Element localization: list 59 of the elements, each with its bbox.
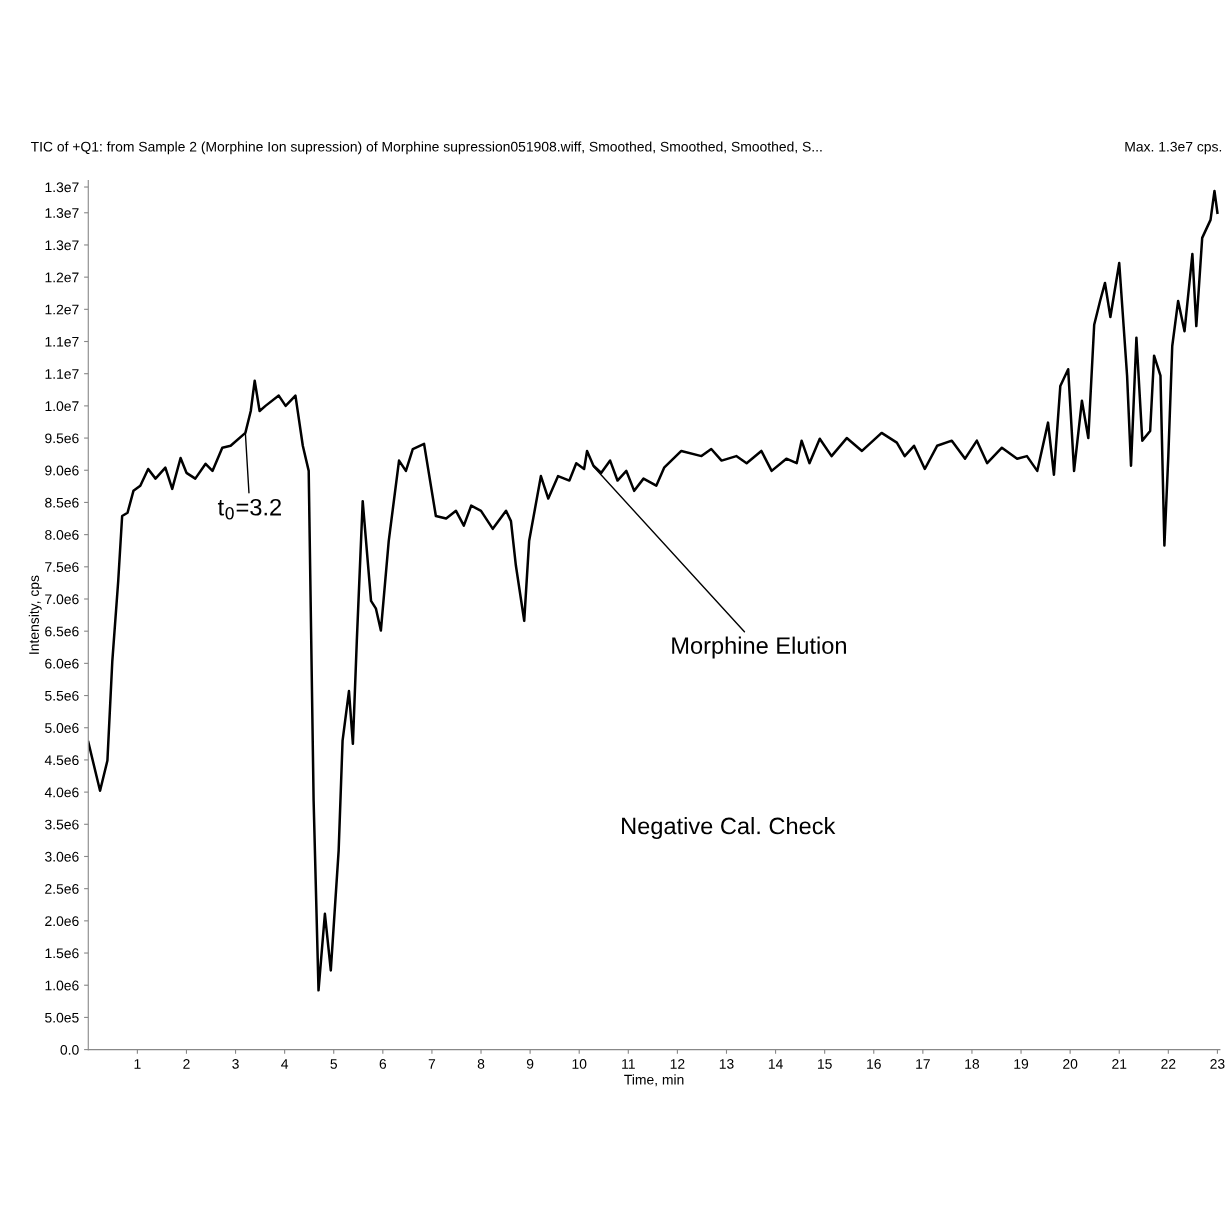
y-tick-label: 5.0e6 [45,723,79,733]
y-tick-label: 1.2e7 [45,304,79,315]
y-tick-label: 5.0e5 [45,1012,79,1023]
x-tick-label: 4 [281,1059,289,1069]
x-tick-label: 13 [719,1058,734,1069]
y-tick-label: 0.0 [60,1044,79,1055]
x-tick-label: 5 [330,1059,338,1069]
line-series [88,189,1219,992]
y-tick-label: 5.5e6 [45,690,79,701]
x-tick-label: 23 [1210,1058,1225,1069]
chart-title: TIC of +Q1: from Sample 2 (Morphine Ion supression) of Morphine supression051908.wiff, Smoothed, Smoothed, Smoothed, S... [30,141,822,155]
y-tick-label: 6.5e6 [45,626,79,637]
x-tick-label: 2 [183,1058,190,1069]
y-tick-label: 8.0e6 [45,529,79,540]
x-tick-label: 14 [768,1059,783,1069]
x-tick-label: 1 [134,1059,141,1069]
annotation: Negative Cal. Check [622,816,836,839]
annotation: t$_{0}$=3.2 [217,498,281,520]
y-tick-label: 9.5e6 [45,433,79,444]
x-tick-label: 9 [526,1058,534,1069]
x-tick-label: 20 [1063,1058,1078,1069]
y-tick-label: 9.0e6 [45,465,79,476]
y-tick-label: 3.0e6 [45,851,79,862]
x-tick-label: 18 [965,1058,980,1069]
y-tick-label: 1.3e7 [45,182,79,193]
x-tick-label: 17 [916,1059,930,1069]
x-tick-label: 12 [670,1058,685,1069]
x-tick-label: 6 [379,1058,387,1069]
y-tick-label: 4.0e6 [44,787,79,798]
x-tick-label: 7 [428,1059,436,1069]
y-tick-label: 1.1e7 [45,369,79,379]
y-tick-label: 2.0e6 [45,916,79,927]
x-tick-label: 10 [572,1058,587,1069]
x-tick-label: 22 [1161,1058,1176,1069]
y-tick-label: 1.5e6 [45,948,79,959]
y-tick-label: 4.5e6 [44,755,79,766]
y-tick-label: 1.0e7 [45,401,79,412]
x-tick-label: 19 [1014,1058,1029,1069]
annotation: Morphine Elution [672,636,846,659]
y-tick-label: 1.0e6 [45,980,79,991]
y-tick-label: 8.5e6 [45,497,79,508]
chart-subtitle: Max. 1.3e7 cps. [1125,141,1222,155]
x-tick-label: 16 [867,1058,881,1069]
y-tick-label: 2.5e6 [45,884,79,894]
x-tick-label: 15 [818,1059,832,1069]
x-tick-label: 11 [622,1059,635,1069]
y-tick-label: 1.3e7 [45,240,79,251]
y-tick-label: 7.0e6 [45,594,79,605]
y-tick-label: 1.1e7 [45,336,79,347]
y-tick-label: 1.2e7 [45,272,79,283]
y-axis-title: Intensity, cps [28,575,42,654]
y-tick-label: 3.5e6 [45,819,79,830]
x-axis-title: Time, min [624,1074,684,1087]
y-tick-label: 1.3e7 [45,208,79,218]
x-tick-label: 3 [232,1058,239,1069]
y-tick-label: 6.0e6 [45,658,79,669]
x-tick-label: 21 [1112,1058,1127,1069]
x-tick-label: 8 [477,1058,485,1069]
y-tick-label: 7.5e6 [45,562,79,572]
